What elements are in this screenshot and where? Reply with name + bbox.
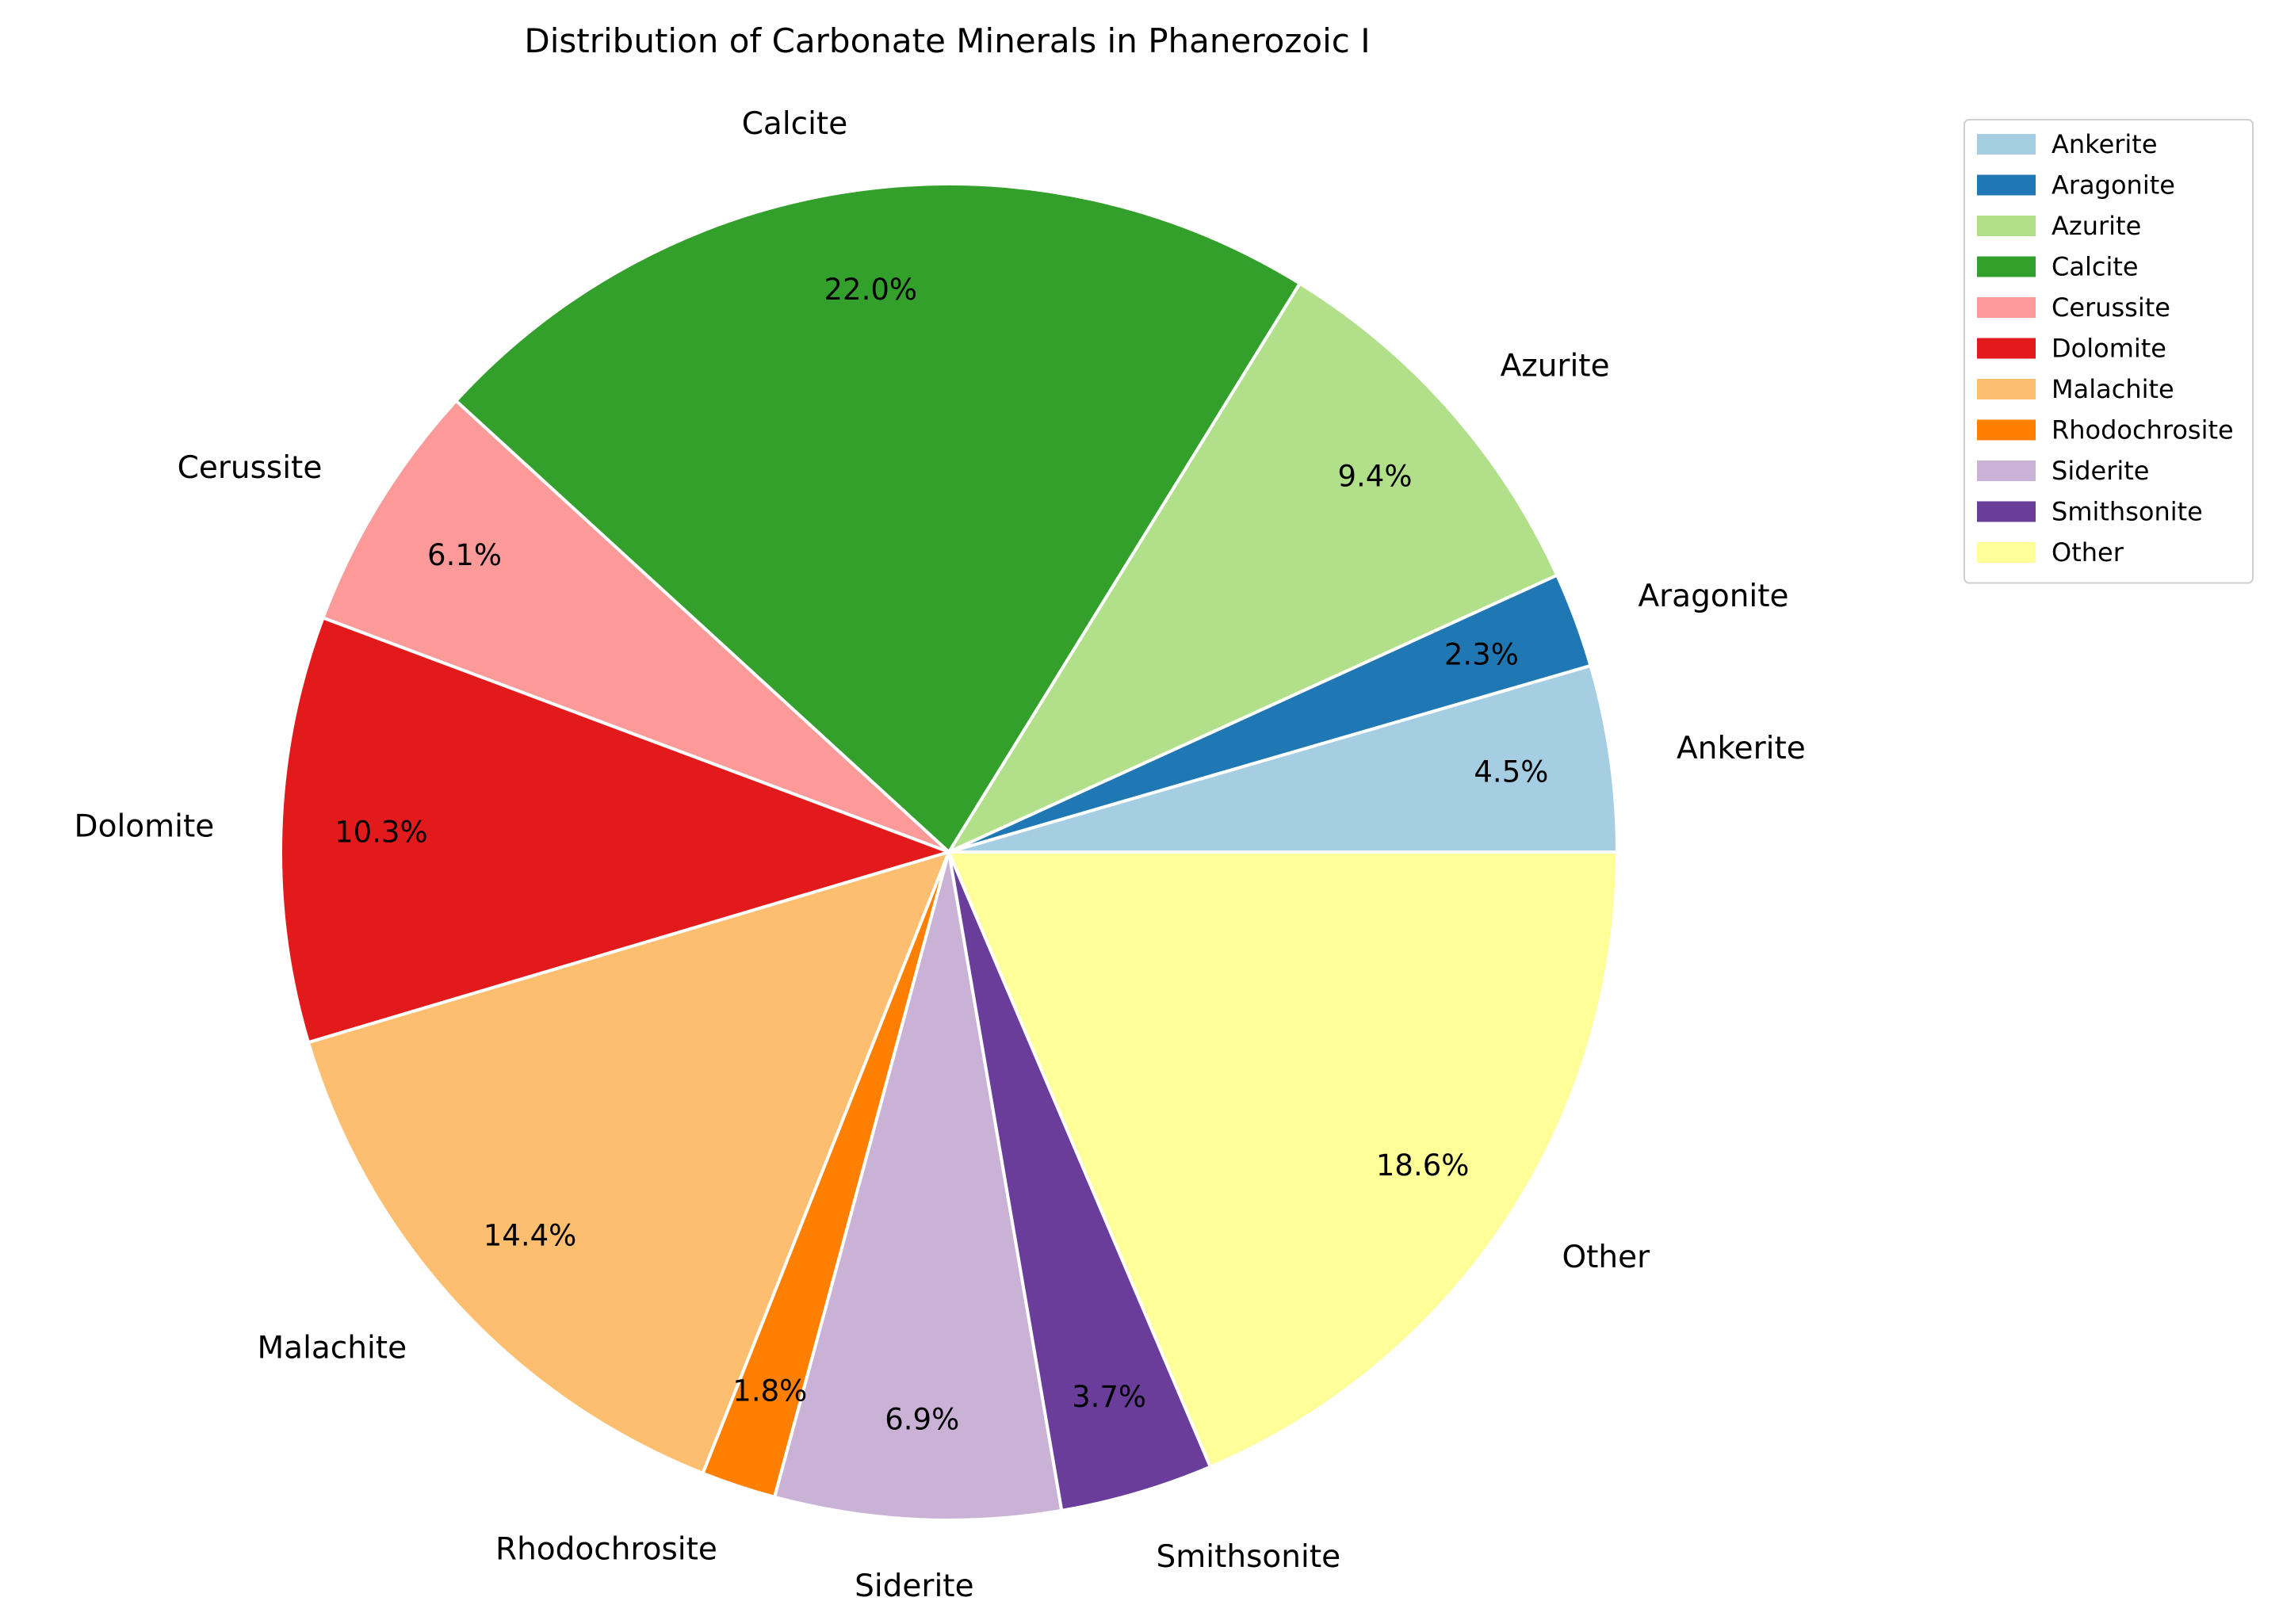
legend-label-cerussite: Cerussite [2051,292,2170,323]
pct-label-siderite: 6.9% [885,1402,959,1436]
slice-calcite [453,182,1302,855]
legend-label-calcite: Calcite [2051,252,2139,282]
legend-swatch-rhodochrosite [1977,419,2036,441]
pct-label-other: 18.6% [1376,1148,1470,1183]
slice-label-aragonite: Aragonite [1638,579,1788,614]
pct-label-malachite: 14.4% [484,1218,577,1252]
legend-swatch-other [1977,542,2036,563]
legend: Ankerite Aragonite Azurite Calcite Cerussite… [1964,119,2254,584]
pct-label-ankerite: 4.5% [1474,755,1548,789]
slice-siderite [772,851,1064,1522]
legend-label-aragonite: Aragonite [2051,170,2175,201]
slice-label-smithsonite: Smithsonite [1157,1539,1341,1575]
chart-title: Distribution of Carbonate Minerals in Ph… [524,21,1370,60]
legend-label-other: Other [2051,537,2124,567]
pct-label-cerussite: 6.1% [427,538,502,572]
pct-label-dolomite: 10.3% [335,816,428,850]
slice-labels: Ankerite 4.5% Aragonite 2.3% Azurite 9.4% Calc… [75,106,1806,1604]
slice-label-other: Other [1562,1240,1650,1275]
legend-label-ankerite: Ankerite [2051,129,2158,159]
legend-label-siderite: Siderite [2051,456,2149,486]
slice-cerussite [320,398,950,854]
slice-label-dolomite: Dolomite [75,808,215,844]
slice-label-siderite: Siderite [855,1569,974,1604]
legend-swatch-aragonite [1977,174,2036,196]
pct-label-calcite: 22.0% [824,273,917,307]
legend-label-smithsonite: Smithsonite [2051,497,2203,527]
legend-swatch-cerussite [1977,297,2036,318]
slice-azurite [944,281,1559,856]
pct-label-smithsonite: 3.7% [1072,1380,1146,1414]
legend-swatch-siderite [1977,460,2036,481]
slice-label-ankerite: Ankerite [1677,731,1806,766]
pct-label-aragonite: 2.3% [1444,637,1519,671]
slice-smithsonite [947,851,1213,1513]
slice-label-calcite: Calcite [742,106,848,142]
pie-slices [279,182,1619,1522]
legend-swatch-dolomite [1977,338,2036,359]
slice-label-cerussite: Cerussite [178,450,323,486]
legend-label-dolomite: Dolomite [2051,334,2166,364]
slice-label-azurite: Azurite [1501,348,1610,384]
legend-swatch-azurite [1977,216,2036,236]
pct-label-azurite: 9.4% [1337,460,1412,494]
legend-label-rhodochrosite: Rhodochrosite [2051,415,2234,445]
slice-label-malachite: Malachite [258,1331,407,1366]
legend-swatch-ankerite [1977,134,2036,155]
slice-malachite [306,849,952,1476]
slice-ankerite [948,663,1619,854]
legend-frame [1964,119,2254,584]
pct-label-rhodochrosite: 1.8% [732,1374,807,1408]
legend-label-malachite: Malachite [2051,374,2174,404]
slice-other [946,850,1619,1469]
slice-label-rhodochrosite: Rhodochrosite [495,1532,717,1568]
legend-label-azurite: Azurite [2051,211,2141,241]
legend-swatch-malachite [1977,379,2036,399]
legend-swatch-calcite [1977,256,2036,277]
legend-swatch-smithsonite [1977,501,2036,522]
slice-dolomite [279,615,954,1045]
